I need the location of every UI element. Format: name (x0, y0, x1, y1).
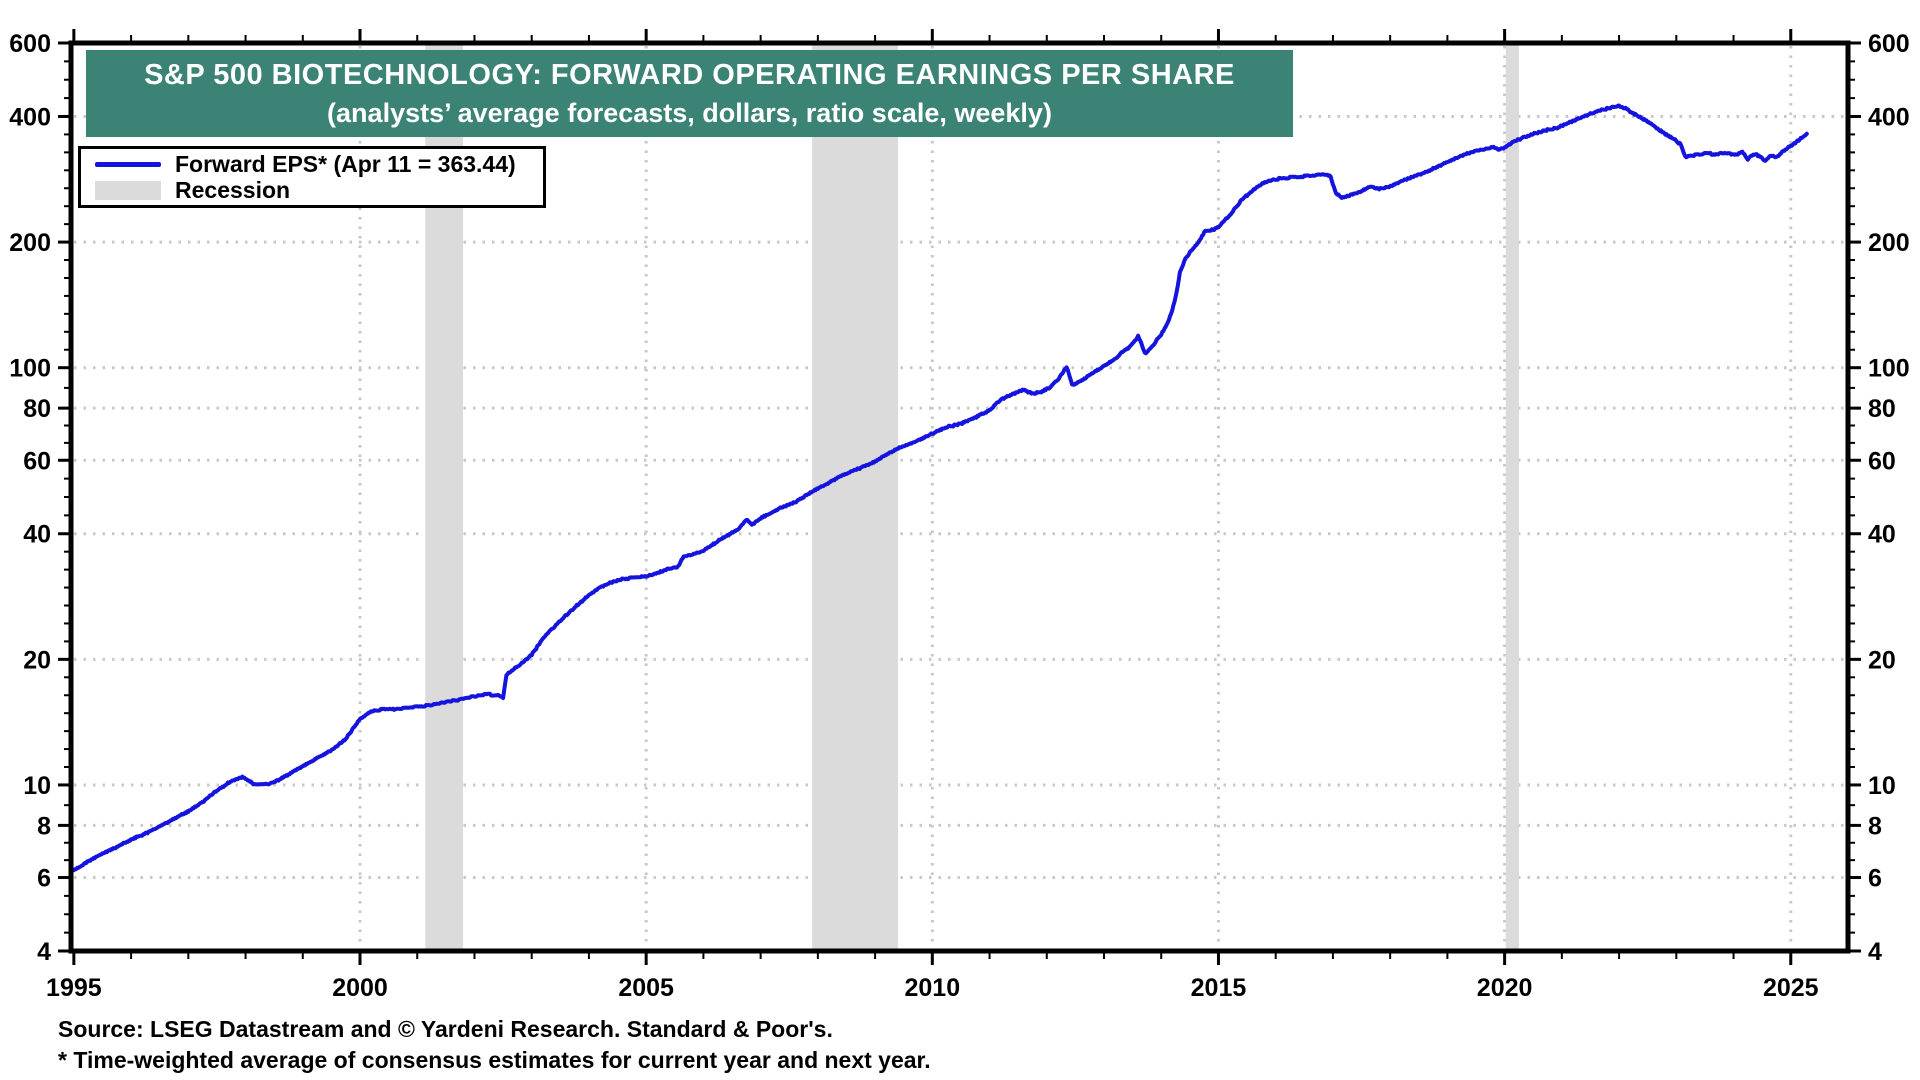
y-axis-label-right-4: 4 (1868, 938, 1882, 966)
legend-row-recession: Recession (81, 177, 543, 203)
x-axis-label-2015: 2015 (1191, 974, 1247, 1002)
y-axis-label-left-200: 200 (9, 229, 51, 257)
y-axis-label-right-80: 80 (1868, 395, 1896, 423)
legend-recession-label: Recession (175, 176, 291, 203)
chart-subtitle: (analysts’ average forecasts, dollars, r… (327, 97, 1052, 128)
y-axis-label-right-200: 200 (1868, 229, 1910, 257)
legend-box: Forward EPS* (Apr 11 = 363.44) Recession (78, 146, 546, 208)
chart-footer: Source: LSEG Datastream and © Yardeni Re… (58, 1014, 931, 1076)
x-axis-label-2005: 2005 (618, 974, 674, 1002)
legend-recession-swatch (95, 180, 161, 200)
y-axis-label-right-60: 60 (1868, 447, 1896, 475)
footnote-line: * Time-weighted average of consensus est… (58, 1047, 931, 1073)
chart-title-banner: S&P 500 BIOTECHNOLOGY: FORWARD OPERATING… (86, 50, 1293, 137)
recession-bands (425, 45, 1519, 949)
y-axis-label-left-8: 8 (37, 812, 51, 840)
recession-band-3 (1505, 45, 1519, 949)
y-axis-label-left-10: 10 (23, 772, 51, 800)
recession-band-2 (812, 45, 898, 949)
y-axis-label-right-40: 40 (1868, 521, 1896, 549)
y-axis-label-right-20: 20 (1868, 646, 1896, 674)
legend-series-label: Forward EPS* (Apr 11 = 363.44) (175, 150, 516, 177)
y-axis-label-right-8: 8 (1868, 812, 1882, 840)
axis-ticks (58, 29, 1861, 965)
forward-eps-line (71, 103, 1809, 873)
y-axis-label-left-40: 40 (23, 521, 51, 549)
x-axis-label-2025: 2025 (1763, 974, 1819, 1002)
y-axis-label-right-100: 100 (1868, 355, 1910, 383)
x-axis-label-1995: 1995 (46, 974, 102, 1002)
y-axis-label-left-6: 6 (37, 865, 51, 893)
x-axis-label-2020: 2020 (1477, 974, 1533, 1002)
source-line: Source: LSEG Datastream and © Yardeni Re… (58, 1016, 833, 1042)
y-axis-label-left-80: 80 (23, 395, 51, 423)
y-axis-label-left-20: 20 (23, 646, 51, 674)
y-axis-label-left-400: 400 (9, 103, 51, 131)
y-axis-label-right-10: 10 (1868, 772, 1896, 800)
y-axis-label-right-6: 6 (1868, 865, 1882, 893)
chart-title: S&P 500 BIOTECHNOLOGY: FORWARD OPERATING… (144, 58, 1235, 91)
y-axis-label-right-600: 600 (1868, 30, 1910, 58)
legend-line-swatch (95, 161, 161, 167)
y-axis-label-left-600: 600 (9, 30, 51, 58)
x-axis-label-2010: 2010 (905, 974, 961, 1002)
y-axis-label-left-100: 100 (9, 355, 51, 383)
x-axis-label-2000: 2000 (332, 974, 388, 1002)
y-axis-label-left-4: 4 (37, 938, 51, 966)
y-axis-label-left-60: 60 (23, 447, 51, 475)
legend-row-forward-eps: Forward EPS* (Apr 11 = 363.44) (81, 151, 543, 177)
y-axis-label-right-400: 400 (1868, 103, 1910, 131)
